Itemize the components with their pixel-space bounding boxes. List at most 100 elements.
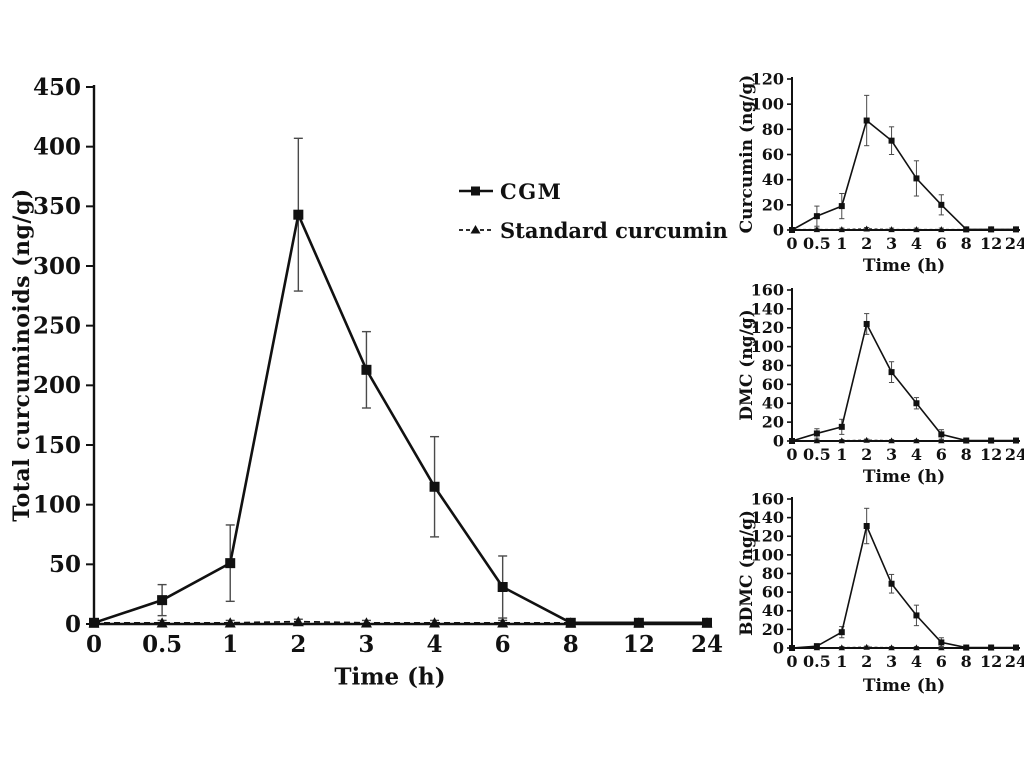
y-tick-label: 40 xyxy=(762,601,784,620)
square-marker xyxy=(938,201,945,208)
y-tick-label: 450 xyxy=(33,74,81,101)
x-tick-label: 8 xyxy=(961,445,972,464)
y-tick-label: 0 xyxy=(65,611,81,638)
x-tick-label: 3 xyxy=(886,234,897,253)
square-marker xyxy=(913,612,920,619)
square-marker xyxy=(888,580,895,587)
x-tick-label: 0.5 xyxy=(803,234,831,253)
y-tick-label: 100 xyxy=(33,491,81,518)
triangle-marker xyxy=(863,225,870,232)
square-marker xyxy=(157,595,168,606)
square-marker xyxy=(789,227,795,233)
x-tick-label: 0.5 xyxy=(142,631,182,658)
y-tick-label: 300 xyxy=(33,253,81,280)
square-marker xyxy=(225,558,236,569)
x-tick-label: 8 xyxy=(563,631,579,658)
x-tick-label: 0.5 xyxy=(803,652,831,671)
x-tick-label: 3 xyxy=(886,445,897,464)
series-square xyxy=(789,313,1019,444)
triangle-marker xyxy=(938,226,945,233)
y-tick-label: 150 xyxy=(33,432,81,459)
square-marker xyxy=(838,629,845,636)
triangle-marker xyxy=(888,226,895,233)
square-marker xyxy=(888,369,895,376)
series-square xyxy=(789,507,1019,651)
square-marker xyxy=(863,117,870,124)
curcumin-x-axis-label: Time (h) xyxy=(862,256,946,276)
square-marker xyxy=(813,213,820,220)
curcumin-y-axis-label: Curcumin (ng/g) xyxy=(737,74,757,234)
x-tick-label: 0 xyxy=(786,234,797,253)
x-tick-label: 1 xyxy=(836,234,847,253)
square-marker xyxy=(913,175,920,182)
y-tick-label: 120 xyxy=(751,527,784,546)
dmc-y-axis-label: DMC (ng/g) xyxy=(737,309,757,421)
x-tick-label: 0 xyxy=(786,445,797,464)
square-marker xyxy=(838,203,845,210)
triangle-marker xyxy=(913,437,920,444)
square-marker xyxy=(1013,437,1019,444)
y-tick-label: 100 xyxy=(751,337,784,356)
square-marker xyxy=(429,481,440,492)
y-tick-label: 350 xyxy=(33,193,81,220)
x-tick-label: 3 xyxy=(886,652,897,671)
x-tick-label: 2 xyxy=(861,234,872,253)
square-marker xyxy=(963,437,970,444)
square-marker xyxy=(963,226,970,233)
triangle-marker xyxy=(838,226,845,233)
x-tick-label: 1 xyxy=(836,445,847,464)
x-tick-label: 12 xyxy=(980,234,1002,253)
x-tick-label: 24 xyxy=(691,631,723,658)
x-tick-label: 24 xyxy=(1005,445,1024,464)
y-tick-label: 80 xyxy=(762,356,784,375)
triangle-marker xyxy=(497,617,509,628)
square-marker xyxy=(938,639,945,646)
y-tick-label: 50 xyxy=(49,551,81,578)
y-tick-label: 400 xyxy=(33,133,81,160)
series-line xyxy=(93,210,707,625)
square-marker xyxy=(863,523,870,530)
square-marker xyxy=(913,400,920,407)
x-tick-label: 12 xyxy=(980,445,1002,464)
x-tick-label: 2 xyxy=(861,445,872,464)
square-marker xyxy=(988,226,995,233)
triangle-marker xyxy=(863,436,870,443)
x-tick-label: 6 xyxy=(936,445,947,464)
standard-curcumin-dashed-triangle-marker-icon xyxy=(459,225,493,234)
y-tick-label: 0 xyxy=(773,220,784,239)
y-tick-label: 100 xyxy=(751,545,784,564)
dmc-x-axis-label: Time (h) xyxy=(862,467,946,487)
x-tick-label: 12 xyxy=(980,652,1002,671)
triangle-marker xyxy=(913,644,920,651)
y-tick-label: 160 xyxy=(751,489,784,508)
series-line xyxy=(791,119,1016,231)
y-tick-label: 140 xyxy=(751,299,784,318)
series-square xyxy=(89,137,712,628)
triangle-marker xyxy=(938,437,945,444)
x-tick-label: 8 xyxy=(961,234,972,253)
square-marker xyxy=(1013,644,1019,651)
bdmc-y-axis-label: BDMC (ng/g) xyxy=(737,510,757,636)
series-line xyxy=(791,523,1016,649)
triangle-marker xyxy=(888,437,895,444)
triangle-marker xyxy=(156,617,168,628)
series-line xyxy=(792,228,1016,230)
triangle-marker xyxy=(224,617,236,628)
square-marker xyxy=(361,364,372,375)
x-tick-label: 3 xyxy=(358,631,374,658)
y-tick-label: 160 xyxy=(751,280,784,299)
y-tick-label: 0 xyxy=(773,431,784,450)
y-tick-label: 120 xyxy=(751,318,784,337)
triangle-marker xyxy=(813,226,821,233)
triangle-marker xyxy=(913,226,920,233)
triangle-marker xyxy=(838,644,845,651)
y-tick-label: 20 xyxy=(762,195,784,214)
square-marker xyxy=(565,617,576,628)
x-tick-label: 4 xyxy=(911,652,922,671)
legend-item-cgm: CGM xyxy=(458,177,728,205)
square-marker xyxy=(633,617,644,628)
x-tick-label: 12 xyxy=(623,631,655,658)
